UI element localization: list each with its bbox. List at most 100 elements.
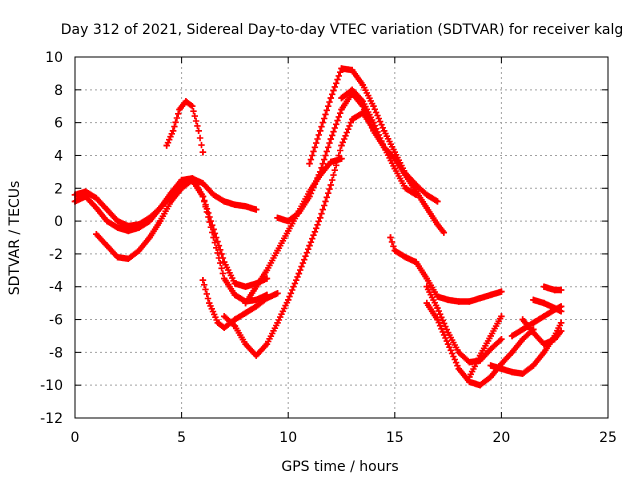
data-point <box>199 180 207 187</box>
data-point <box>114 224 121 231</box>
series-trace-11 <box>387 234 505 305</box>
data-point <box>327 94 335 102</box>
data-point <box>253 296 260 304</box>
data-point <box>423 275 430 282</box>
data-point <box>557 308 565 315</box>
data-point <box>551 336 558 343</box>
data-point <box>444 296 452 304</box>
data-point <box>178 185 185 192</box>
series-trace-10 <box>338 86 420 199</box>
data-point <box>274 319 281 327</box>
data-point <box>221 198 228 205</box>
data-point <box>412 191 420 199</box>
data-point <box>540 283 548 290</box>
data-point <box>423 299 430 307</box>
data-point <box>103 217 111 225</box>
data-point <box>359 98 367 105</box>
data-point <box>434 221 441 228</box>
series-trace-18 <box>530 296 565 315</box>
data-point <box>157 204 164 212</box>
data-point <box>182 98 190 105</box>
data-point <box>263 340 271 348</box>
data-point <box>274 290 281 297</box>
data-point <box>476 352 484 359</box>
plot-border <box>74 56 609 419</box>
data-point <box>498 288 505 295</box>
data-point <box>210 234 217 241</box>
data-point <box>93 204 100 212</box>
data-point <box>434 293 441 300</box>
data-point <box>391 165 398 172</box>
data-point <box>206 299 213 307</box>
series-trace-4 <box>163 98 207 156</box>
data-point <box>103 206 111 213</box>
data-point <box>157 217 164 225</box>
series-trace-17 <box>519 316 565 348</box>
data-point <box>231 316 239 323</box>
y-tick-label: 6 <box>54 116 63 132</box>
data-point <box>242 309 249 317</box>
data-point <box>210 191 217 199</box>
y-tick-label: -8 <box>49 345 63 361</box>
data-point <box>487 362 494 369</box>
data-point <box>214 319 222 327</box>
data-point <box>285 227 292 235</box>
data-point <box>253 206 260 213</box>
data-point <box>540 349 548 356</box>
data-point <box>519 316 526 323</box>
data-point <box>327 158 335 166</box>
data-point <box>316 171 324 179</box>
data-point <box>557 327 565 335</box>
series-trace-14 <box>466 313 505 381</box>
data-point <box>359 81 367 89</box>
data-point <box>253 303 260 310</box>
data-point <box>455 365 462 372</box>
y-tick-label: -12 <box>40 411 63 427</box>
data-point <box>508 368 516 376</box>
y-tick-label: 0 <box>54 214 63 230</box>
data-point <box>423 191 430 199</box>
data-point <box>146 234 153 241</box>
data-point <box>551 304 558 312</box>
data-point <box>263 275 271 282</box>
data-point <box>338 155 345 162</box>
data-point <box>338 142 345 149</box>
data-point <box>263 295 271 302</box>
data-point <box>285 296 292 304</box>
data-point <box>189 103 196 110</box>
y-tick-label: -6 <box>49 313 63 329</box>
data-point <box>221 324 228 331</box>
data-point <box>434 304 441 312</box>
data-point <box>487 332 494 340</box>
series-trace-9 <box>242 155 345 307</box>
data-point <box>316 214 324 222</box>
data-point <box>199 148 207 156</box>
data-point <box>530 319 537 327</box>
data-point <box>253 283 260 290</box>
x-tick-label: 25 <box>599 430 617 446</box>
data-point <box>189 176 196 184</box>
data-point <box>242 203 249 210</box>
data-point <box>199 193 207 200</box>
data-point <box>519 326 526 333</box>
data-point <box>253 352 260 359</box>
data-point <box>231 291 239 299</box>
data-point <box>370 103 377 110</box>
series-trace-5 <box>199 276 281 331</box>
data-point <box>231 322 239 330</box>
data-point <box>338 106 345 113</box>
data-point <box>476 295 484 302</box>
data-point <box>221 258 228 266</box>
data-point <box>444 340 452 348</box>
data-point <box>519 370 526 377</box>
data-point <box>93 194 100 202</box>
x-tick-labels: 0 5 10 15 20 25 <box>71 430 617 446</box>
x-tick-label: 10 <box>279 430 297 446</box>
data-point <box>82 193 89 200</box>
y-tick-label: -2 <box>49 247 63 263</box>
data-point <box>167 198 175 205</box>
y-tick-label: -10 <box>40 378 63 394</box>
data-point <box>274 214 281 222</box>
data-point <box>146 217 153 225</box>
